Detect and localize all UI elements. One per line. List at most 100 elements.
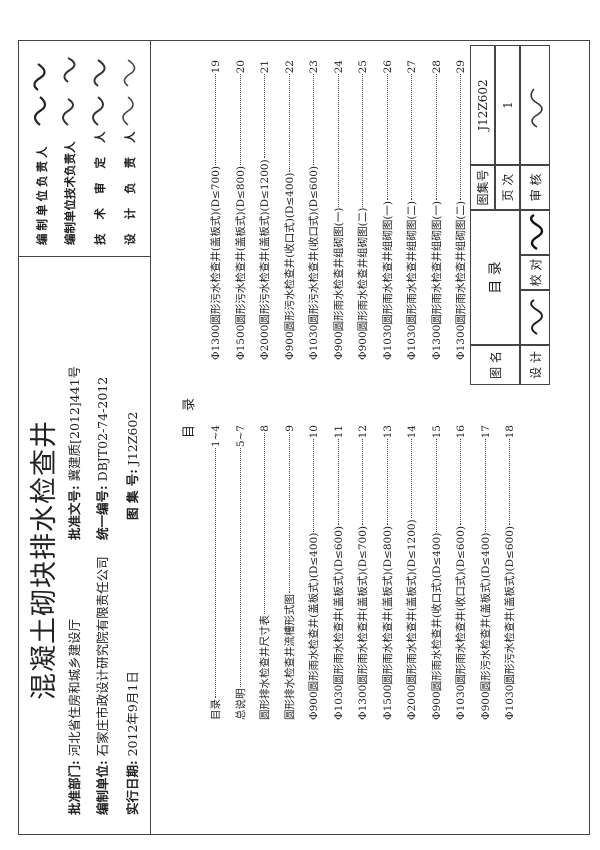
design-label: 设 计: [520, 345, 550, 385]
toc-leader-dots: [239, 74, 241, 166]
toc-leader-dots: [411, 439, 412, 519]
toc-entry[interactable]: Φ1030圆形污水检查井(盖板式)(D≤600) 18: [502, 425, 527, 720]
page-value: 1: [495, 45, 520, 165]
toc-entry-label: Φ1500圆形污水检查井(盖板式)(D≤800): [234, 166, 247, 360]
unified-no: 统一编号: DBJT02-74-2012: [92, 377, 111, 540]
effective-date: 实行日期: 2012年9月1日: [122, 671, 141, 815]
unified-no-label: 统一编号:: [95, 485, 110, 540]
toc-entry[interactable]: Φ900圆形雨水检查井(收口式)(D≤400) 15: [429, 425, 454, 720]
toc-leader-dots: [264, 432, 265, 614]
header-divider: [150, 40, 151, 835]
toc-entry-label: 圆形排水检查井尺寸表: [259, 615, 271, 720]
approval-dept: 批准部门: 河北省住房和城乡建设厅: [64, 619, 83, 815]
toc-entry[interactable]: 目录 1~4: [208, 425, 233, 720]
toc-leader-dots: [288, 74, 290, 172]
toc-entry-page: 22: [283, 60, 296, 74]
toc-leader-dots: [362, 74, 363, 207]
toc-entry-label: Φ1030圆形污水检查井(盖板式)(D≤600): [504, 526, 516, 720]
toc-entry[interactable]: Φ900圆形雨水检查井组砌图(一) 24: [331, 60, 356, 360]
signatures: [33, 57, 136, 126]
toc-entry-page: 17: [479, 425, 492, 439]
toc-entry[interactable]: Φ1030圆形雨水检查井(盖板式)(D≤600) 11: [331, 425, 356, 720]
toc-entry[interactable]: Φ2000圆形雨水检查井(盖板式)(D≤1200) 14: [404, 425, 429, 720]
toc-entry[interactable]: Φ2000圆形污水检查井(盖板式)(D≤1200) 21: [257, 60, 282, 360]
toc-entry[interactable]: Φ1030圆形雨水检查井组砌图(二) 27: [404, 60, 429, 360]
toc-leader-dots: [484, 439, 486, 532]
toc-leader-dots: [288, 432, 290, 593]
toc-entry[interactable]: 总说明 5~7: [233, 425, 258, 720]
toc-entry[interactable]: Φ1500圆形污水检查井(盖板式)(D≤800) 20: [233, 60, 258, 360]
toc-entry-label: Φ1030圆形雨水检查井(收口式)(D≤600): [455, 526, 467, 720]
atlas-no: 图 集 号: J12Z602: [122, 412, 141, 520]
toc-entry-page: 1~4: [210, 425, 222, 448]
toc-entry[interactable]: 圆形排水检查井流槽形式图 9: [282, 425, 307, 720]
toc-entry-page: 20: [234, 60, 247, 74]
atlas-no-label: 图 集 号:: [125, 469, 140, 520]
toc-entry-label: Φ900圆形雨水检查井组砌图(二): [357, 207, 369, 360]
toc-entry[interactable]: Φ1300圆形污水检查井(盖板式)(D≤700) 19: [208, 60, 233, 360]
toc-left-column: 目录 1~4 总说明 5~7 圆形排水检查井尺寸表 8 圆形排水检查井流槽形式图 9 Φ900圆…: [208, 425, 527, 720]
toc-entry-label: Φ1030圆形污水检查井(收口式)(D≤600): [308, 166, 320, 360]
compile-unit-label: 编制单位:: [95, 760, 110, 815]
toc-entry[interactable]: Φ1030圆形雨水检查井(收口式)(D≤600) 16: [453, 425, 478, 720]
toc-entry-label: Φ1300圆形污水检查井(盖板式)(D≤700): [210, 166, 222, 360]
toc-leader-dots: [362, 439, 363, 526]
toc-leader-dots: [386, 439, 388, 526]
toc-entry-page: 24: [332, 60, 345, 74]
toc-entry-label: Φ900圆形雨水检查井(盖板式)(D≤400): [308, 532, 320, 720]
toc-entry-label: Φ900圆形污水检查井(收口式)(D≤400): [283, 172, 296, 360]
toc-entry-label: Φ2000圆形雨水检查井(盖板式)(D≤1200): [406, 519, 418, 720]
compile-unit: 编制单位: 石家庄市政设计研究院有限责任公司: [92, 556, 111, 815]
toc-entry-label: Φ2000圆形污水检查井(盖板式)(D≤1200): [259, 159, 271, 360]
toc-leader-dots: [435, 439, 437, 532]
toc-leader-dots: [411, 74, 412, 200]
unified-no-value: DBJT02-74-2012: [95, 376, 110, 482]
responsible-role: 编制单位负责人: [35, 143, 49, 246]
toc-leader-dots: [264, 74, 265, 159]
toc-entry-page: 13: [381, 425, 394, 439]
toc-entry[interactable]: Φ1500圆形雨水检查井(盖板式)(D≤800) 13: [380, 425, 405, 720]
toc-leader-dots: [215, 74, 216, 166]
toc-entry-page: 23: [308, 60, 320, 74]
toc-leader-dots: [460, 74, 461, 200]
drawing-name: 目 录: [470, 210, 520, 345]
toc-heading: 目录: [182, 383, 197, 438]
review-label: 审 核: [520, 165, 550, 210]
toc-leader-dots: [337, 439, 339, 526]
toc-entry-page: 15: [430, 425, 443, 439]
toc-entry[interactable]: Φ1300圆形雨水检查井(盖板式)(D≤700) 12: [355, 425, 380, 720]
toc-entry[interactable]: Φ1030圆形污水检查井(收口式)(D≤600) 23: [306, 60, 331, 360]
effective-date-label: 实行日期:: [125, 760, 140, 815]
toc-entry-page: 12: [357, 425, 369, 439]
toc-entry[interactable]: 圆形排水检查井尺寸表 8: [257, 425, 282, 720]
toc-entry[interactable]: Φ900圆形污水检查井(盖板式)(D≤400) 17: [478, 425, 503, 720]
toc-entry-label: 目录: [210, 699, 222, 720]
toc-entry-label: Φ900圆形雨水检查井组砌图(一): [332, 207, 345, 360]
toc-entry-page: 27: [406, 60, 418, 74]
review-signature: [520, 45, 550, 165]
approval-doc-label: 批准文号:: [67, 485, 82, 540]
toc-leader-dots: [435, 74, 437, 200]
toc-entry[interactable]: Φ900圆形雨水检查井组砌图(二) 25: [355, 60, 380, 360]
toc-entry[interactable]: Φ900圆形污水检查井(收口式)(D≤400) 22: [282, 60, 307, 360]
toc-leader-dots: [386, 74, 388, 200]
responsible-role: 技 术 审 定 人: [93, 126, 107, 245]
toc-entry-page: 5~7: [234, 425, 247, 448]
check-signature: [520, 210, 550, 255]
toc-leader-dots: [313, 74, 314, 166]
toc-leader-dots: [313, 439, 314, 532]
responsible-role: 设 计 负 责 人: [123, 126, 137, 245]
toc-entry[interactable]: Φ1030圆形雨水检查井组砌图(一) 26: [380, 60, 405, 360]
atlas-no-value: J12Z602: [470, 45, 495, 165]
responsible-role: 编制单位技术负责人: [63, 141, 77, 246]
toc-entry-page: 26: [381, 60, 394, 74]
toc-leader-dots: [509, 439, 510, 526]
toc-entry-label: Φ900圆形污水检查井(盖板式)(D≤400): [479, 532, 492, 720]
atlas-no-value: J12Z602: [125, 411, 140, 466]
toc-entry-label: Φ900圆形雨水检查井(收口式)(D≤400): [430, 532, 443, 720]
toc-entry-label: Φ1030圆形雨水检查井(盖板式)(D≤600): [332, 526, 345, 720]
toc-entry[interactable]: Φ1300圆形雨水检查井组砌图(一) 28: [429, 60, 454, 360]
toc-entry-page: 21: [259, 60, 271, 74]
toc-entry[interactable]: Φ900圆形雨水检查井(盖板式)(D≤400) 10: [306, 425, 331, 720]
